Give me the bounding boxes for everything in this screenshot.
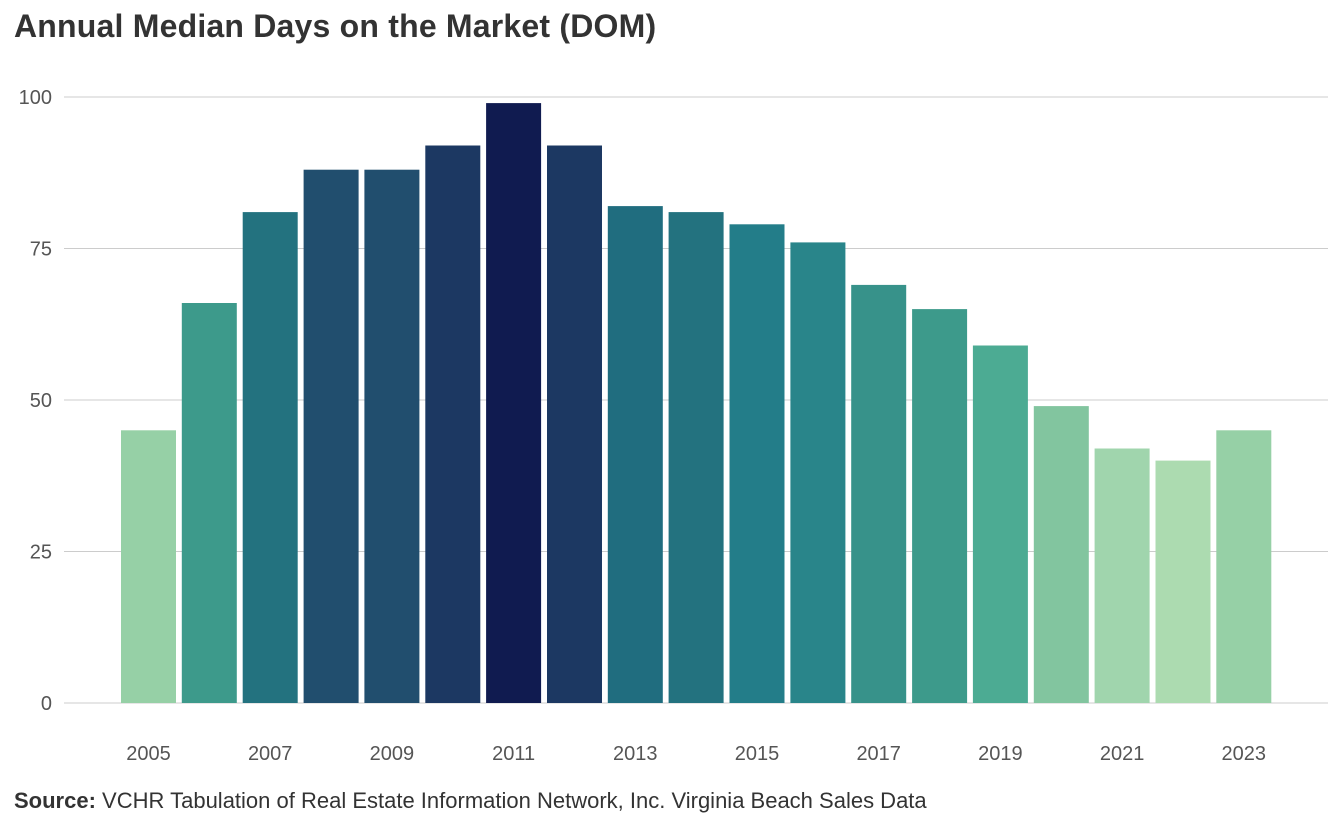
bar-2006: [181, 303, 237, 703]
bar-2016: [790, 242, 846, 703]
bar-2018: [912, 309, 968, 703]
bar-2007: [242, 212, 298, 703]
bar-2005: [121, 430, 176, 703]
x-tick-label: 2007: [248, 743, 293, 765]
source-label: Source:: [14, 788, 96, 813]
x-axis-tick-labels: 2005 2007 2009 2011 2013 2015 2017 2019 2021 2023: [126, 743, 1266, 765]
x-tick-label: 2019: [978, 743, 1023, 765]
x-tick-label: 2017: [856, 743, 901, 765]
x-tick-label: 2005: [126, 743, 171, 765]
bar-2023: [1216, 430, 1272, 703]
bar-2011: [486, 103, 542, 704]
bars: [121, 103, 1272, 704]
y-tick-label: 100: [19, 87, 52, 109]
source-text: VCHR Tabulation of Real Estate Informati…: [102, 788, 927, 813]
x-tick-label: 2015: [735, 743, 780, 765]
bar-2010: [425, 145, 481, 703]
bar-2017: [851, 284, 907, 703]
x-tick-label: 2011: [492, 743, 535, 765]
chart-title: Annual Median Days on the Market (DOM): [14, 8, 657, 44]
bar-2020: [1033, 406, 1089, 703]
bar-2021: [1094, 448, 1150, 703]
bar-2019: [972, 345, 1028, 703]
y-tick-label: 0: [41, 693, 52, 715]
bar-2008: [303, 169, 359, 703]
source-note: Source: VCHR Tabulation of Real Estate I…: [14, 788, 927, 814]
x-tick-label: 2009: [370, 743, 415, 765]
bar-2015: [729, 224, 785, 704]
x-tick-label: 2013: [613, 743, 658, 765]
bar-2014: [668, 212, 724, 703]
bar-2012: [547, 145, 602, 703]
y-tick-label: 75: [30, 239, 52, 261]
bar-2013: [607, 206, 663, 703]
bar-2009: [364, 169, 420, 703]
y-tick-label: 25: [30, 542, 52, 564]
x-tick-label: 2021: [1100, 743, 1145, 765]
bar-2022: [1155, 460, 1211, 703]
x-tick-label: 2023: [1222, 743, 1267, 765]
y-axis-tick-labels: 0 25 50 75 100: [19, 87, 52, 715]
y-tick-label: 50: [30, 390, 52, 412]
